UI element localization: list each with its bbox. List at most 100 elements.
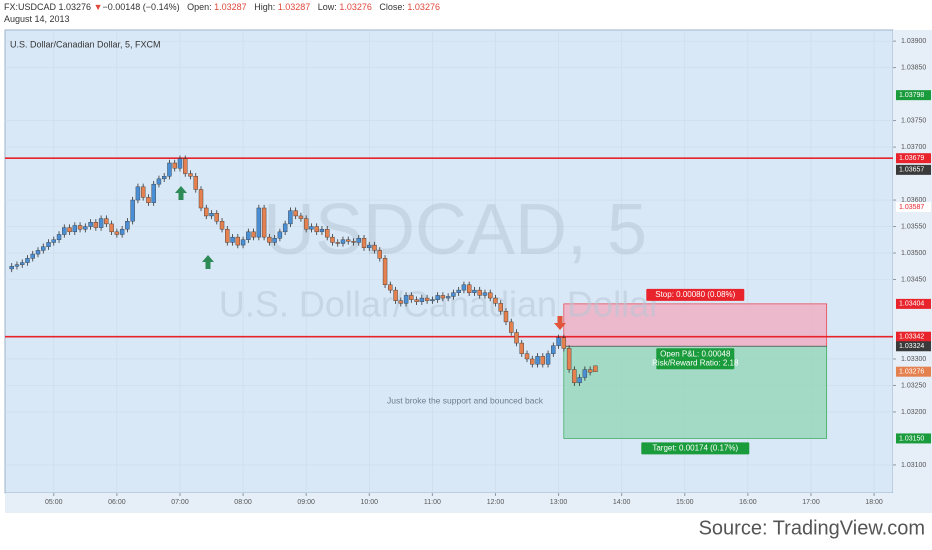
candle-body	[230, 236, 235, 243]
price-badge	[896, 153, 931, 164]
x-tick-label: 10:00	[361, 499, 379, 506]
candle-body	[14, 264, 20, 267]
x-tick-label: 07:00	[171, 499, 189, 506]
price-badge	[896, 164, 931, 175]
candle-body	[551, 345, 556, 354]
x-tick-label: 08:00	[234, 499, 252, 506]
candle-body	[435, 295, 440, 300]
candle-body	[277, 231, 283, 239]
candle-body	[451, 292, 456, 297]
candle-body	[556, 337, 561, 346]
candle-body	[104, 218, 109, 225]
price-badge	[896, 433, 931, 444]
candle-body	[456, 289, 461, 293]
candle-body	[409, 295, 414, 300]
candle-body	[125, 221, 130, 230]
price-badge-label: 1.03404	[899, 301, 924, 308]
candle-body	[477, 289, 482, 296]
candle-body	[256, 207, 262, 238]
candle-body	[419, 297, 425, 302]
candle-body	[88, 222, 93, 227]
candle-body	[162, 176, 167, 180]
candle-body	[493, 297, 498, 304]
candle-body	[466, 284, 472, 293]
price-badge	[896, 298, 931, 309]
annotation: Just broke the support and bounced back	[387, 395, 544, 405]
candle-body	[303, 218, 309, 230]
stop-label-box	[646, 288, 745, 301]
chart-title: U.S. Dollar/Canadian Dollar, 5, FXCM	[10, 39, 161, 49]
x-tick-label: 16:00	[739, 499, 757, 506]
candle-body	[119, 228, 125, 235]
x-tick-label: 11:00	[424, 499, 441, 506]
quote-line: FX:USDCAD 1.03276 ▼−0.00148 (−0.14%) Ope…	[4, 1, 440, 13]
price-badge-label: 1.03587	[899, 204, 924, 211]
price-badge-label: 1.03798	[899, 92, 924, 99]
candle-body	[488, 292, 493, 299]
candle-body	[319, 228, 325, 233]
watermark: USDCAD, 5 U.S. Dollar/Canadian Dollar	[219, 190, 661, 325]
candle-body	[140, 186, 146, 198]
price: 1.03276	[58, 2, 92, 12]
candle-body	[482, 292, 488, 296]
rr-label-box	[656, 357, 735, 370]
y-tick-label: 1.03850	[901, 64, 926, 71]
field-label: Open:	[187, 2, 212, 12]
y-tick-label: 1.03900	[901, 38, 926, 45]
candle-body	[130, 199, 135, 222]
candle-body	[356, 237, 361, 243]
time-axis	[5, 493, 893, 513]
field-label: Low:	[317, 2, 337, 12]
candle-body	[183, 158, 188, 174]
candle-body	[509, 321, 514, 333]
candle-body	[382, 258, 388, 286]
candle-body	[298, 215, 304, 219]
candle-body	[314, 226, 319, 233]
candle-body	[167, 162, 172, 177]
candle-body	[30, 253, 35, 259]
candle-body	[219, 221, 225, 230]
x-tick-label: 12:00	[487, 499, 505, 506]
field-label: High:	[254, 2, 276, 12]
candle-body	[93, 222, 99, 228]
candle-body	[83, 226, 88, 230]
candle-body	[545, 353, 551, 365]
candle-body	[41, 246, 46, 251]
candle-body	[146, 197, 151, 203]
candle-body	[587, 369, 593, 373]
target-label: Target: 0.00174 (0.17%)	[652, 444, 738, 453]
candle-body	[51, 239, 56, 243]
candle-body	[246, 231, 251, 240]
candle-body	[503, 311, 509, 323]
candle-body	[282, 223, 288, 233]
candle-body	[414, 299, 419, 302]
candle-body	[424, 297, 430, 301]
candle-body	[177, 158, 183, 169]
price-badge	[896, 341, 931, 352]
price-badge	[896, 90, 931, 101]
price-badge-label: 1.03342	[899, 334, 924, 341]
candle-body	[540, 356, 545, 365]
candle-body	[235, 236, 241, 246]
candle-body	[172, 162, 177, 169]
rr-label: Risk/Reward Ratio: 2.18	[652, 358, 739, 367]
candle-body	[267, 236, 272, 243]
x-tick-label: 05:00	[45, 499, 63, 506]
stop-label: Stop: 0.00080 (0.08%)	[655, 290, 735, 299]
candle-body	[351, 241, 356, 243]
date: August 14, 2013	[4, 14, 70, 24]
candle-body	[530, 358, 535, 365]
candle-body	[430, 299, 435, 301]
y-tick-label: 1.03300	[901, 356, 926, 363]
candle-body	[214, 213, 219, 222]
candle-body	[293, 210, 298, 217]
y-tick-label: 1.03500	[901, 250, 926, 257]
candle-body	[56, 234, 62, 240]
price-badge	[896, 366, 931, 377]
price-badge-label: 1.03657	[899, 167, 924, 174]
candle-body	[346, 239, 351, 242]
candle-body	[156, 178, 162, 185]
y-tick-label: 1.03250	[901, 382, 926, 389]
x-tick-label: 14:00	[613, 499, 631, 506]
